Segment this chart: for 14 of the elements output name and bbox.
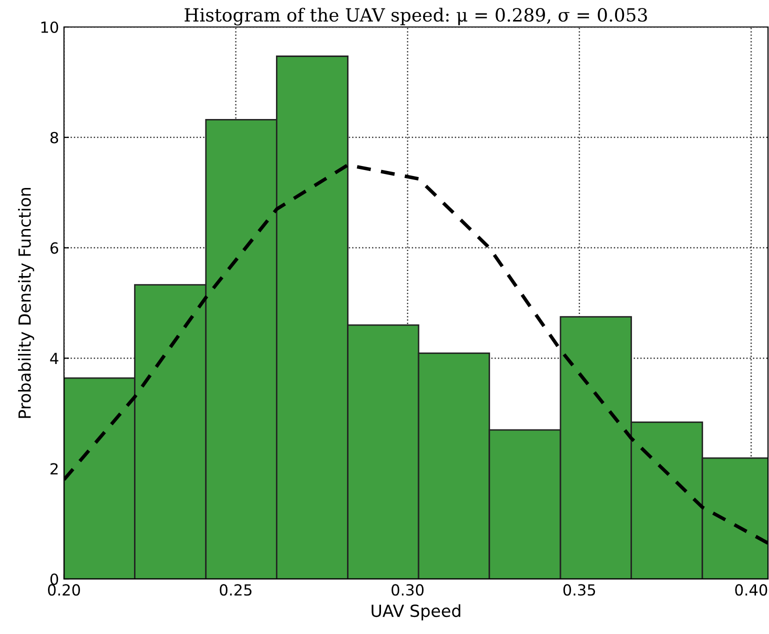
y-tick-label: 6 bbox=[50, 242, 58, 254]
chart-title: Histogram of the UAV speed: μ = 0.289, σ = 0.053 bbox=[184, 8, 647, 26]
x-tick-label: 0.35 bbox=[563, 584, 596, 596]
y-axis-title: Probability Density Function bbox=[18, 188, 34, 418]
y-tick-label: 0 bbox=[50, 573, 58, 586]
x-tick-label: 0.30 bbox=[392, 584, 424, 596]
y-tick-label: 4 bbox=[50, 352, 58, 364]
x-tick-label: 0.40 bbox=[735, 584, 768, 596]
x-axis-title: UAV Speed bbox=[372, 604, 460, 620]
x-tick-label: 0.20 bbox=[48, 584, 80, 596]
x-tick-label: 0.25 bbox=[220, 584, 252, 596]
y-tick-label: 2 bbox=[50, 463, 58, 474]
y-tick-label: 10 bbox=[41, 21, 58, 34]
y-tick-label: 8 bbox=[50, 132, 58, 144]
